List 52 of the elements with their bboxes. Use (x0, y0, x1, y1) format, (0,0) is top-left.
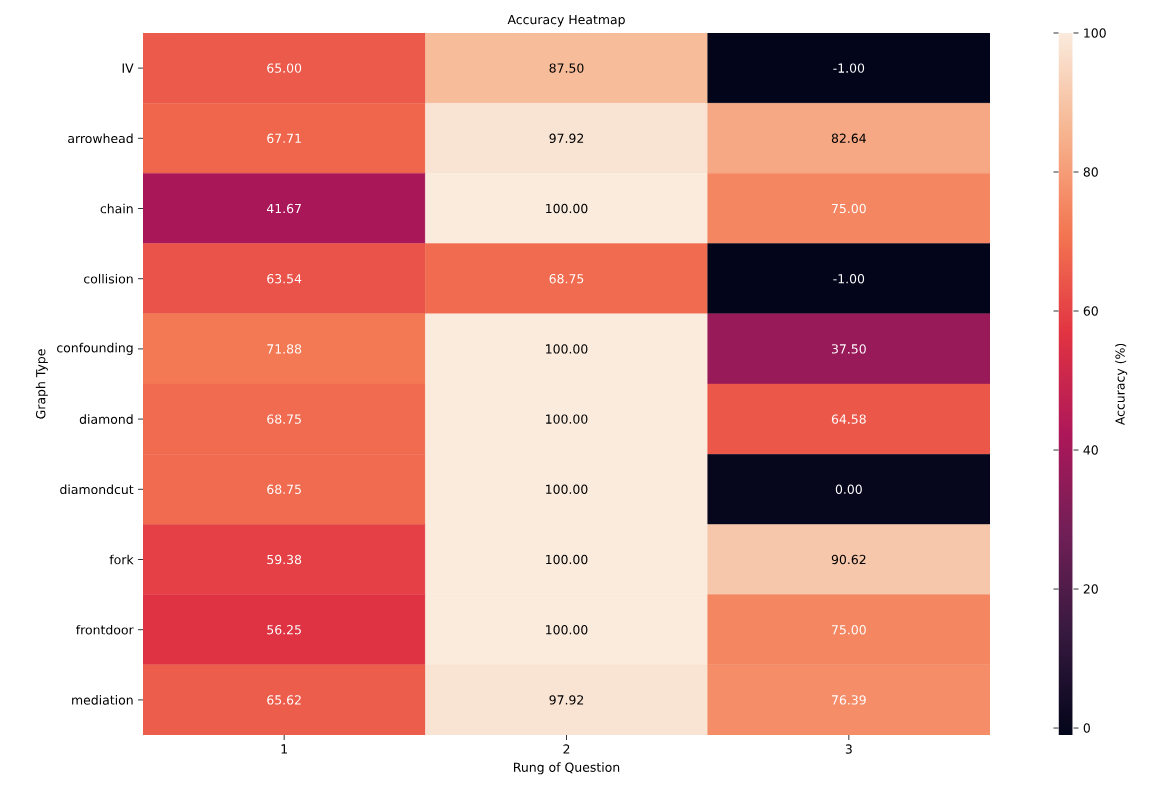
data-label: 90.62 (831, 554, 866, 565)
color-bar-label: 40 (1083, 445, 1098, 455)
data-label: 63.54 (267, 273, 302, 284)
data-label: 75.00 (832, 624, 866, 635)
data-label: -1.00 (833, 273, 865, 284)
data-label: 68.75 (267, 484, 301, 495)
x-axis-title: Rung of Question (514, 762, 620, 775)
x-tick-label: 2 (563, 744, 570, 754)
data-label: 41.67 (266, 203, 301, 214)
data-label: 0.00 (835, 484, 862, 495)
y-tick-label: diamondcut (60, 484, 134, 495)
data-label: 68.75 (549, 273, 584, 284)
color-bar-label: 80 (1083, 167, 1098, 177)
data-label: 97.92 (549, 695, 584, 705)
data-label: 71.88 (267, 344, 302, 354)
y-tick-label: fork (109, 554, 134, 565)
y-tick-label: arrowhead (68, 133, 133, 144)
color-bar-label: 60 (1083, 306, 1098, 316)
data-label: 76.39 (832, 695, 866, 705)
x-tick-label: 3 (845, 744, 852, 754)
data-label: 97.92 (549, 133, 584, 143)
y-tick-label: diamond (79, 414, 133, 424)
color-bar-label: 20 (1083, 584, 1098, 594)
data-label: 56.25 (267, 624, 301, 635)
data-label: 100.00 (546, 344, 588, 354)
data-label: 100.00 (546, 484, 588, 495)
data-label: 82.64 (831, 133, 866, 143)
data-label: 87.50 (549, 63, 584, 73)
data-label: 100.00 (546, 554, 588, 565)
data-label: 59.38 (267, 554, 302, 565)
y-tick-label: chain (100, 203, 133, 214)
data-label: 100.00 (546, 624, 588, 635)
chart-title: Accuracy Heatmap (507, 15, 625, 27)
color-bar-title: Accuracy (%) (1115, 343, 1128, 426)
y-tick-label: collision (84, 273, 133, 284)
x-tick-label: 1 (281, 744, 287, 754)
color-bar-label: 0 (1083, 723, 1090, 733)
data-label: 67.71 (267, 133, 301, 143)
data-label: 37.50 (831, 344, 866, 354)
data-label: 100.00 (546, 414, 588, 424)
data-label: 65.62 (267, 695, 301, 705)
data-label: 75.00 (832, 203, 866, 214)
data-label: 65.00 (267, 63, 302, 73)
color-bar-label: 100 (1084, 28, 1106, 38)
y-tick-label: frontdoor (76, 624, 134, 635)
y-tick-label: IV (122, 63, 134, 73)
data-label: 64.58 (831, 414, 866, 424)
y-axis-title: Graph Type (35, 349, 48, 419)
data-label: 68.75 (267, 414, 301, 424)
y-tick-label: confounding (57, 342, 133, 355)
data-label: 100.00 (546, 203, 588, 214)
y-tick-label: mediation (72, 695, 133, 705)
